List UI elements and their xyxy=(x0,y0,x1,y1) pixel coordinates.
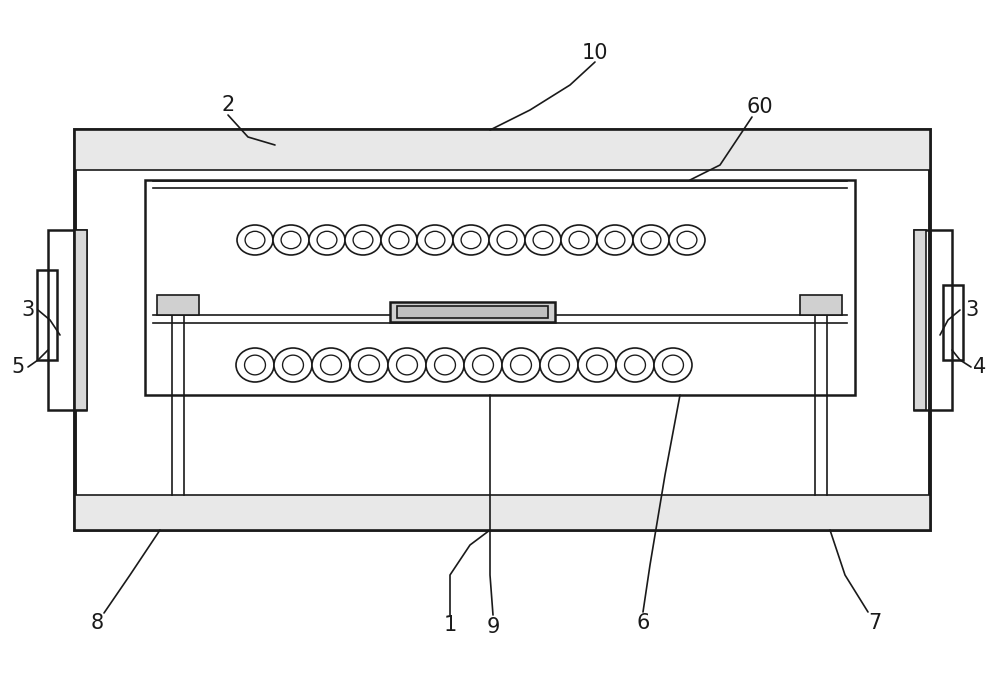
Bar xyxy=(145,180,855,395)
Text: 10: 10 xyxy=(582,43,608,63)
Ellipse shape xyxy=(663,355,683,375)
Ellipse shape xyxy=(381,225,417,255)
Ellipse shape xyxy=(669,225,705,255)
Text: 6: 6 xyxy=(636,613,650,633)
Ellipse shape xyxy=(397,355,417,375)
Ellipse shape xyxy=(464,348,502,382)
Ellipse shape xyxy=(533,232,553,248)
Ellipse shape xyxy=(283,355,303,375)
Bar xyxy=(943,285,963,360)
Bar xyxy=(914,230,952,410)
Ellipse shape xyxy=(605,232,625,248)
Ellipse shape xyxy=(245,355,265,375)
Ellipse shape xyxy=(578,348,616,382)
Ellipse shape xyxy=(461,232,481,248)
Text: 7: 7 xyxy=(868,613,882,633)
Ellipse shape xyxy=(417,225,453,255)
Bar xyxy=(800,295,842,315)
Ellipse shape xyxy=(353,232,373,248)
Ellipse shape xyxy=(597,225,633,255)
Text: 60: 60 xyxy=(747,97,773,117)
Ellipse shape xyxy=(317,232,337,248)
Ellipse shape xyxy=(549,355,569,375)
Bar xyxy=(75,130,930,170)
Ellipse shape xyxy=(654,348,692,382)
Ellipse shape xyxy=(236,348,274,382)
Ellipse shape xyxy=(587,355,607,375)
Text: 3: 3 xyxy=(965,300,979,320)
Ellipse shape xyxy=(569,232,589,248)
Ellipse shape xyxy=(350,348,388,382)
Bar xyxy=(75,495,930,530)
Ellipse shape xyxy=(435,355,455,375)
Text: 8: 8 xyxy=(90,613,104,633)
Ellipse shape xyxy=(616,348,654,382)
Ellipse shape xyxy=(633,225,669,255)
Ellipse shape xyxy=(245,232,265,248)
Text: 4: 4 xyxy=(973,357,987,377)
Ellipse shape xyxy=(525,225,561,255)
Text: 5: 5 xyxy=(11,357,25,377)
Ellipse shape xyxy=(312,348,350,382)
Ellipse shape xyxy=(281,232,301,248)
Ellipse shape xyxy=(473,355,493,375)
Text: 1: 1 xyxy=(443,615,457,635)
Ellipse shape xyxy=(309,225,345,255)
Text: 3: 3 xyxy=(21,300,35,320)
Ellipse shape xyxy=(489,225,525,255)
Ellipse shape xyxy=(511,355,531,375)
Ellipse shape xyxy=(274,348,312,382)
Ellipse shape xyxy=(625,355,645,375)
Ellipse shape xyxy=(677,232,697,248)
Ellipse shape xyxy=(497,232,517,248)
Ellipse shape xyxy=(388,348,426,382)
Ellipse shape xyxy=(389,232,409,248)
Ellipse shape xyxy=(426,348,464,382)
Bar xyxy=(75,130,930,530)
Ellipse shape xyxy=(540,348,578,382)
Bar xyxy=(48,230,86,410)
Bar xyxy=(397,306,548,318)
Bar xyxy=(914,230,926,410)
Bar xyxy=(157,295,199,315)
Ellipse shape xyxy=(425,232,445,248)
Ellipse shape xyxy=(453,225,489,255)
Ellipse shape xyxy=(321,355,341,375)
Bar xyxy=(75,230,87,410)
Text: 9: 9 xyxy=(486,617,500,637)
Bar xyxy=(390,302,555,322)
Ellipse shape xyxy=(502,348,540,382)
Ellipse shape xyxy=(561,225,597,255)
Ellipse shape xyxy=(345,225,381,255)
Ellipse shape xyxy=(359,355,379,375)
Ellipse shape xyxy=(237,225,273,255)
Ellipse shape xyxy=(641,232,661,248)
Ellipse shape xyxy=(273,225,309,255)
Bar xyxy=(37,270,57,360)
Text: 2: 2 xyxy=(221,95,235,115)
